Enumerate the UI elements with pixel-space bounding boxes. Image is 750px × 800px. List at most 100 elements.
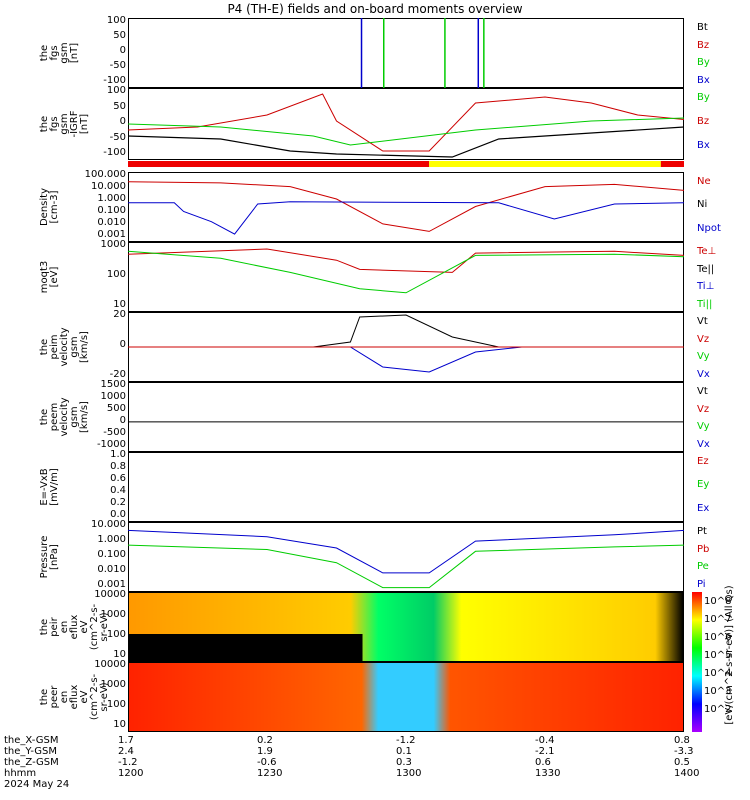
footer-label: the_X-GSM: [4, 735, 59, 746]
y-tick-label: 0.0: [110, 509, 126, 520]
footer-value: 1300: [396, 768, 422, 779]
footer-value: 0.3: [396, 757, 412, 768]
legend-item: Bx: [697, 140, 710, 151]
color-bar: [692, 592, 702, 732]
y-tick-label: 0.6: [110, 473, 126, 484]
panel-efield: [128, 452, 684, 522]
y-tick-label: 0: [119, 339, 126, 350]
legend-item: Ez: [697, 456, 709, 467]
mode-bar-segment: [429, 161, 661, 167]
panel-fgs_det: [128, 88, 684, 160]
y-tick-label: 0: [119, 45, 126, 56]
y-tick-label: 0.010: [97, 217, 126, 228]
footer-value: 1330: [535, 768, 561, 779]
y-tick-label: -1000: [96, 439, 126, 450]
legend-item: Pb: [697, 543, 710, 555]
legend-item: Te||: [697, 263, 715, 275]
y-tick-label: 100: [106, 269, 126, 280]
mode-bar-segment: [660, 161, 684, 167]
panel-temp: [128, 242, 684, 312]
legend-item: Te⊥: [697, 246, 717, 257]
y-tick-label: 0.001: [97, 579, 126, 590]
footer-value: 0.8: [674, 735, 690, 746]
chart-title: P4 (TH-E) fields and on-board moments ov…: [227, 2, 523, 16]
y-tick-label: 1.000: [97, 534, 126, 545]
colorbar-tick: 10^8: [704, 596, 732, 607]
y-tick-label: 1000: [100, 239, 126, 250]
colorbar-tick: 10^3: [704, 686, 732, 697]
panel-fgs: [128, 18, 684, 88]
y-tick-label: 1000: [100, 391, 126, 402]
y-tick-label: 0.2: [110, 497, 126, 508]
y-tick-label: 50: [113, 30, 126, 41]
y-tick-label: 0.100: [97, 549, 126, 560]
y-tick-label: 10000: [94, 589, 126, 600]
colorbar-tick: 10^2: [704, 704, 732, 715]
footer-value: 0.5: [674, 757, 690, 768]
y-tick-label: -50: [109, 131, 126, 143]
legend-item: Vz: [697, 403, 710, 415]
footer-value: -3.3: [674, 746, 694, 757]
panel-density: [128, 172, 684, 242]
y-tick-label: -20: [109, 369, 126, 380]
legend-item: Ex: [697, 502, 710, 514]
legend-item: Bt: [697, 22, 708, 33]
vx-line: [128, 346, 684, 373]
y-tick-label: 0.8: [110, 461, 126, 472]
vt-line: [128, 314, 684, 348]
footer-value: 1.7: [118, 735, 134, 746]
y-tick-label: 10.000: [91, 181, 126, 192]
legend-item: By: [697, 92, 710, 103]
y-tick-label: 1.000: [97, 193, 126, 204]
y-tick-label: 100.000: [84, 169, 126, 180]
footer-value: 1400: [674, 768, 700, 779]
y-tick-label: 10000: [94, 659, 126, 670]
footer-label: the_Z-GSM: [4, 757, 59, 768]
y-tick-label: 20: [113, 309, 126, 320]
spectrogram-dark: [129, 634, 363, 661]
footer-value: -1.2: [118, 757, 138, 768]
y-tick-label: 1.0: [110, 449, 126, 460]
panel-pressure: [128, 522, 684, 592]
footer-value: 0.2: [257, 735, 273, 746]
y-tick-label: 100: [106, 699, 126, 710]
y-tick-label: -500: [103, 427, 126, 438]
colorbar-tick: 10^6: [704, 632, 732, 643]
footer-value: 1230: [257, 768, 283, 779]
y-tick-label: 0.4: [110, 485, 126, 496]
footer-value: -2.1: [535, 746, 555, 757]
footer-label: the_Y-GSM: [4, 746, 58, 757]
y-tick-label: -100: [103, 147, 126, 158]
y-tick-label: 100: [106, 629, 126, 640]
legend-item: Pt: [697, 526, 707, 537]
y-tick-label: 0: [119, 415, 126, 426]
legend-item: Ti||: [697, 298, 713, 310]
legend-item: Vx: [697, 438, 710, 450]
legend-item: Vx: [697, 368, 710, 380]
footer-value: -0.4: [535, 735, 555, 746]
spectrogram: [129, 663, 683, 731]
colorbar-tick: 10^5: [704, 650, 732, 661]
legend-item: Bz: [697, 39, 710, 51]
footer-value: 1.9: [257, 746, 273, 757]
density-line-Ne: [127, 181, 685, 232]
density-line-Npot: [128, 201, 685, 235]
bx-line: [127, 126, 685, 158]
footer-value: 0.6: [535, 757, 551, 768]
panel-vel_e: [128, 382, 684, 452]
temperature-line: [127, 248, 685, 273]
legend-item: Npot: [697, 222, 721, 234]
pressure-line-Pi: [127, 529, 685, 574]
colorbar-tick: 10^7: [704, 614, 732, 625]
y-tick-label: 10: [113, 299, 126, 310]
legend-item: Vz: [697, 333, 710, 345]
by-line: [127, 117, 685, 146]
y-tick-label: 10: [113, 649, 126, 660]
y-tick-label: 10.000: [91, 519, 126, 530]
y-tick-label: 0: [119, 116, 126, 127]
legend-item: Vt: [697, 386, 708, 397]
y-tick-label: 0.001: [97, 229, 126, 240]
legend-item: Ey: [697, 479, 710, 491]
legend-item: Ni: [697, 199, 708, 211]
